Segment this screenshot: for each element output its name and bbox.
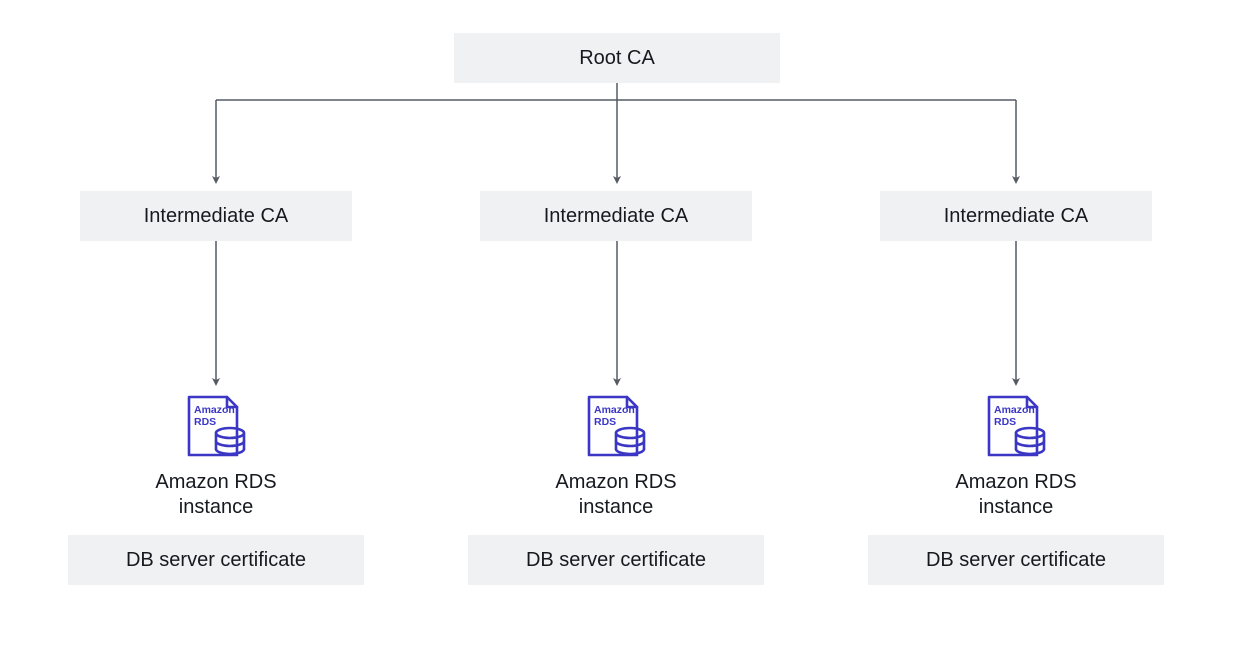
- root-ca-label: Root CA: [579, 47, 655, 70]
- db-server-certificate-node: DB server certificate: [68, 535, 364, 585]
- svg-text:Amazon: Amazon: [594, 404, 635, 416]
- db-server-certificate-label: DB server certificate: [926, 549, 1106, 572]
- rds-instance-label: Amazon RDS instance: [916, 470, 1116, 520]
- svg-text:RDS: RDS: [994, 416, 1016, 428]
- intermediate-ca-label: Intermediate CA: [544, 205, 689, 228]
- intermediate-ca-node: Intermediate CA: [80, 191, 352, 241]
- db-server-certificate-label: DB server certificate: [126, 549, 306, 572]
- intermediate-ca-label: Intermediate CA: [944, 205, 1089, 228]
- db-server-certificate-label: DB server certificate: [526, 549, 706, 572]
- root-ca-node: Root CA: [454, 33, 780, 83]
- svg-text:Amazon: Amazon: [994, 404, 1035, 416]
- svg-text:RDS: RDS: [194, 416, 216, 428]
- amazon-rds-icon: Amazon RDS: [983, 393, 1049, 459]
- rds-instance-label: Amazon RDS instance: [116, 470, 316, 520]
- amazon-rds-icon: Amazon RDS: [583, 393, 649, 459]
- rds-instance-label: Amazon RDS instance: [516, 470, 716, 520]
- intermediate-ca-node: Intermediate CA: [480, 191, 752, 241]
- svg-text:RDS: RDS: [594, 416, 616, 428]
- amazon-rds-icon: Amazon RDS: [183, 393, 249, 459]
- rds-instance-label-line2: instance: [579, 496, 654, 518]
- rds-instance-label-line1: Amazon RDS: [555, 471, 676, 493]
- intermediate-ca-label: Intermediate CA: [144, 205, 289, 228]
- rds-instance-label-line2: instance: [979, 496, 1054, 518]
- intermediate-ca-node: Intermediate CA: [880, 191, 1152, 241]
- db-server-certificate-node: DB server certificate: [468, 535, 764, 585]
- rds-instance-label-line1: Amazon RDS: [155, 471, 276, 493]
- svg-text:Amazon: Amazon: [194, 404, 235, 416]
- rds-instance-label-line1: Amazon RDS: [955, 471, 1076, 493]
- rds-instance-label-line2: instance: [179, 496, 254, 518]
- diagram-canvas: Root CA Intermediate CA Intermediate CA …: [0, 0, 1234, 646]
- db-server-certificate-node: DB server certificate: [868, 535, 1164, 585]
